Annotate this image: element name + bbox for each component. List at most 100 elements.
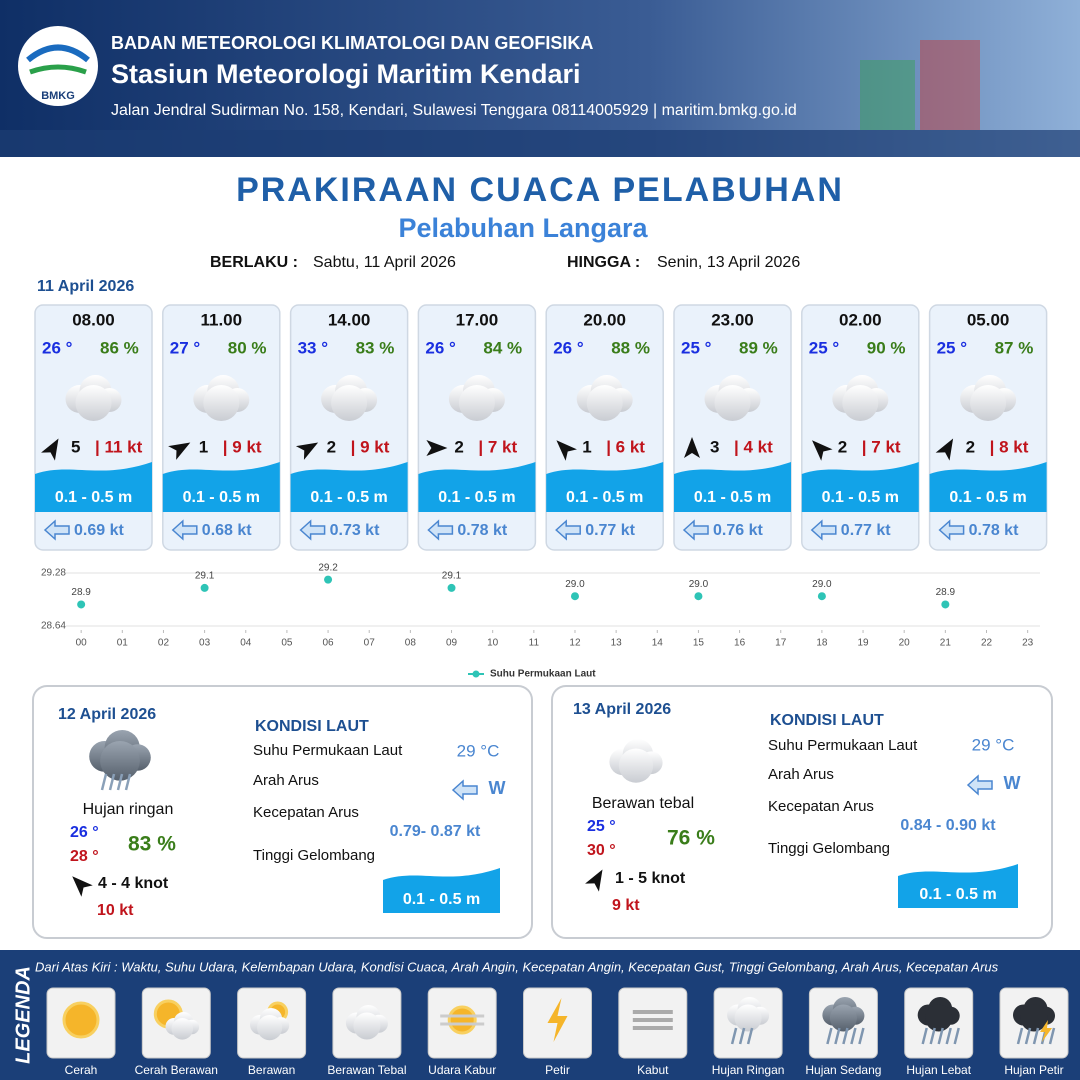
wave [801, 462, 919, 512]
station: Stasiun Meteorologi Maritim Kendari [111, 59, 581, 89]
cloud-icon [257, 1015, 283, 1041]
slot-gust: | 8 kt [990, 437, 1029, 456]
slot-wave: 0.1 - 0.5 m [566, 489, 643, 506]
slot-humidity: 88 % [611, 338, 650, 357]
day-humidity: 76 % [667, 827, 715, 850]
slot-wave: 0.1 - 0.5 m [438, 489, 515, 506]
data-label: 29.0 [812, 579, 832, 590]
rain-icon [1032, 1027, 1040, 1045]
slot-wave: 0.1 - 0.5 m [310, 489, 387, 506]
legend-note: Dari Atas Kiri : Waktu, Suhu Udara, Kele… [35, 959, 999, 974]
rain-icon [929, 1027, 936, 1045]
slot-wind: 2 [454, 437, 463, 456]
rain-icon [746, 1027, 754, 1045]
sea-dir: W [1004, 773, 1021, 793]
rain-icon [738, 1027, 746, 1045]
rain-icon [834, 1027, 841, 1045]
x-tick-label: 04 [240, 638, 252, 649]
slot-current: 0.76 kt [713, 522, 763, 539]
y-tick-label: 29.28 [41, 568, 66, 579]
to-label: HINGGA : [567, 254, 640, 271]
day-temp-max: 30 ° [587, 842, 616, 859]
cloud-icon [618, 748, 654, 783]
address: Jalan Jendral Sudirman No. 158, Kendari,… [111, 102, 797, 119]
current-arrow [966, 774, 993, 796]
from: Sabtu, 11 April 2026 [313, 254, 456, 271]
cloud-icon [586, 385, 623, 421]
data-label: 29.2 [318, 562, 338, 573]
to: Senin, 13 April 2026 [657, 254, 800, 271]
wind-arrow [426, 440, 448, 456]
subtitle: Pelabuhan Langara [398, 213, 648, 243]
wind-arrow [556, 440, 577, 461]
slot-gust: | 7 kt [862, 437, 901, 456]
rain-icon [1048, 1027, 1056, 1045]
day-wind: 1 - 5 knot [615, 870, 686, 887]
data-point [200, 583, 209, 592]
slot-humidity: 80 % [228, 338, 267, 357]
x-tick-label: 07 [364, 638, 376, 649]
data-point [447, 583, 456, 592]
legend-box [618, 987, 688, 1059]
from-label: BERLAKU : [210, 254, 298, 271]
y-tick-label: 28.64 [41, 621, 66, 632]
slot-wind: 2 [838, 437, 847, 456]
slot-humidity: 86 % [100, 338, 139, 357]
x-tick-label: 03 [199, 638, 211, 649]
logo-arc [29, 64, 87, 75]
rain-icon [842, 1027, 849, 1045]
slot-gust: | 9 kt [223, 437, 262, 456]
x-tick-label: 13 [611, 638, 623, 649]
slot-gust: | 6 kt [606, 437, 645, 456]
legend-title: LEGENDA [12, 966, 34, 1064]
slot-humidity: 87 % [995, 338, 1034, 357]
wave [35, 462, 152, 512]
slot-time: 14.00 [328, 310, 371, 329]
data-point [694, 592, 703, 601]
sea-label: Suhu Permukaan Laut [768, 737, 918, 754]
slot-temp: 27 ° [170, 338, 201, 357]
wind-arrow [585, 869, 603, 892]
cloud-icon [925, 1004, 953, 1032]
slot-wind: 2 [966, 437, 975, 456]
slot-current: 0.69 kt [74, 522, 124, 539]
x-tick-label: 14 [652, 638, 664, 649]
current-arrow [299, 519, 326, 541]
legend-item: Petir [545, 1063, 570, 1077]
wave [383, 868, 500, 913]
data-label: 29.1 [195, 571, 215, 582]
sea-sst: 29 °C [457, 741, 500, 760]
cloud-icon [353, 1012, 381, 1040]
slot-current: 0.77 kt [585, 522, 635, 539]
wave [162, 462, 280, 512]
legend-item: Hujan Petir [1004, 1063, 1063, 1077]
cloud-icon [714, 385, 751, 421]
rain-icon [953, 1027, 960, 1045]
title: PRAKIRAAN CUACA PELABUHAN [236, 171, 844, 209]
slot-temp: 25 ° [937, 338, 968, 357]
wave [929, 462, 1047, 512]
cloud-icon [842, 385, 879, 421]
x-tick-label: 11 [529, 638, 540, 649]
day-wind: 4 - 4 knot [98, 875, 169, 892]
sea-speed: 0.84 - 0.90 kt [900, 817, 996, 834]
x-tick-label: 02 [158, 638, 170, 649]
sea-label: Kecepatan Arus [768, 798, 874, 815]
x-tick-label: 15 [693, 638, 705, 649]
current-arrow [682, 519, 709, 541]
data-point [941, 600, 950, 609]
rain-icon [937, 1027, 944, 1045]
x-tick-label: 12 [569, 638, 581, 649]
legend-item: Cerah Berawan [135, 1063, 218, 1077]
sea-sst: 29 °C [972, 735, 1015, 754]
slot-wave: 0.1 - 0.5 m [55, 489, 132, 506]
sun-icon [447, 1005, 477, 1035]
sea-wave: 0.1 - 0.5 m [403, 891, 480, 908]
slot-temp: 26 ° [42, 338, 73, 357]
sea-title: KONDISI LAUT [770, 712, 884, 729]
legend-item: Berawan [248, 1063, 295, 1077]
day-humidity: 83 % [128, 833, 176, 856]
sea-label: Suhu Permukaan Laut [253, 742, 403, 759]
sea-speed: 0.79- 0.87 kt [390, 823, 481, 840]
